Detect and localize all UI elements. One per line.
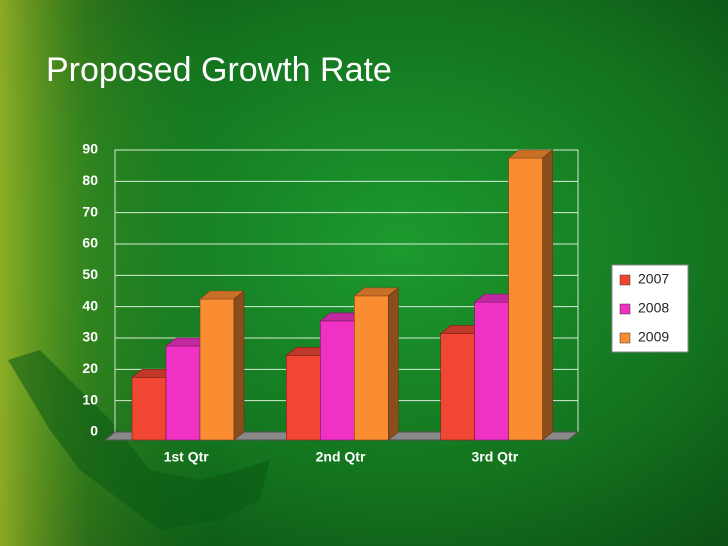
y-tick-label: 80 [82,172,98,188]
chart-title: Proposed Growth Rate [46,51,392,89]
x-tick-label: 3rd Qtr [471,449,518,465]
legend-label: 2009 [638,329,669,345]
bar-side [542,149,553,441]
legend-swatch [619,274,631,286]
y-tick-label: 90 [82,141,98,157]
x-tick-label: 2nd Qtr [316,449,366,465]
bar-side [388,287,399,441]
bar [199,290,245,441]
y-tick-label: 70 [82,203,98,219]
bar-front [354,295,389,441]
bar [507,149,554,441]
bar-front [165,345,201,441]
bar-front [440,333,475,441]
legend-label: 2007 [638,271,669,287]
y-tick-label: 10 [82,391,98,407]
bar-front [131,377,167,441]
y-tick-label: 30 [82,329,98,345]
bar-front [508,157,543,441]
bar [353,287,400,441]
legend-swatch [619,332,631,344]
legend-swatch [619,303,631,315]
bar-front [320,320,355,441]
bar-side [233,290,245,441]
y-tick-label: 0 [90,423,98,439]
bar-front [199,298,235,441]
y-tick-label: 40 [82,297,98,313]
y-tick-label: 60 [82,235,98,251]
y-tick-label: 20 [82,360,98,376]
legend-label: 2008 [638,300,669,316]
map-silhouette [8,350,270,530]
bar-front [286,355,321,441]
x-tick-label: 1st Qtr [164,449,210,465]
bar-front [474,301,509,441]
y-tick-label: 50 [82,266,98,282]
